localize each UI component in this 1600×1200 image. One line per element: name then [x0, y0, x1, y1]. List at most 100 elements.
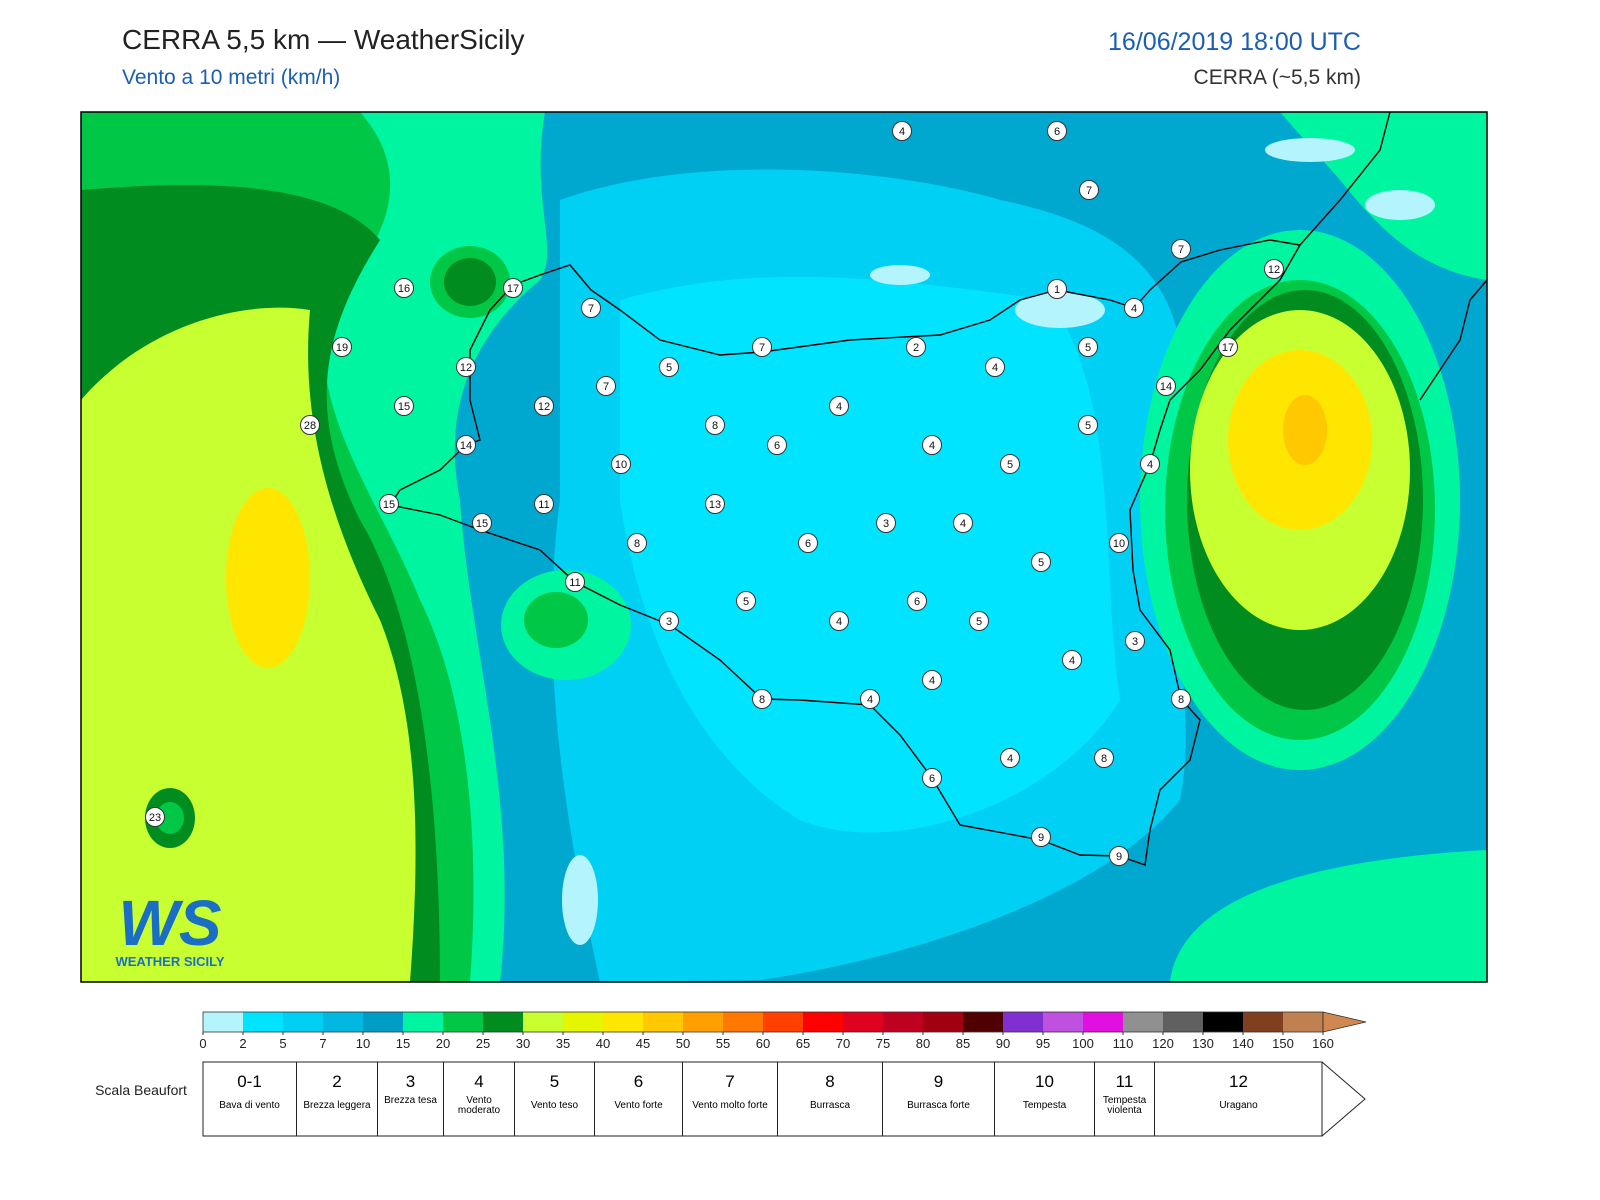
station-value: 4	[1007, 753, 1013, 765]
beaufort-label: Burrasca forte	[907, 1100, 970, 1111]
station-marker	[1000, 748, 1020, 768]
station-value: 4	[992, 362, 998, 374]
station-value: 12	[1268, 264, 1280, 276]
colorbar-swatch	[1043, 1012, 1083, 1032]
colorbar-swatch	[963, 1012, 1003, 1032]
station-marker	[456, 435, 476, 455]
station-marker	[922, 435, 942, 455]
colorbar-tick-label: 110	[1113, 1036, 1134, 1051]
station-value: 5	[1085, 420, 1091, 432]
station-value: 6	[914, 596, 920, 608]
colorbar-tick-label: 75	[876, 1036, 890, 1051]
station-value: 15	[398, 401, 410, 413]
station-value: 12	[538, 401, 550, 413]
beaufort-force: 0-1	[237, 1072, 262, 1091]
station-marker	[145, 807, 165, 827]
colorbar-tick-label: 35	[556, 1036, 570, 1051]
station-marker	[767, 435, 787, 455]
beaufort-label: Uragano	[1219, 1100, 1258, 1111]
colorbar-swatch	[563, 1012, 603, 1032]
station-value: 14	[460, 440, 472, 452]
beaufort-label: Burrasca	[809, 1100, 850, 1111]
colorbar-swatch	[1123, 1012, 1163, 1032]
colorbar-tick-label: 2	[239, 1036, 246, 1051]
beaufort-force: 12	[1229, 1072, 1248, 1091]
station-value: 4	[929, 675, 935, 687]
beaufort-force: 3	[405, 1072, 416, 1091]
beaufort-cell: 7 Vento molto forte	[683, 1062, 778, 1136]
station-marker	[534, 396, 554, 416]
beaufort-frame	[202, 1061, 1323, 1137]
station-marker	[1078, 415, 1098, 435]
station-marker	[456, 357, 476, 377]
colorbar-tick-label: 95	[1036, 1036, 1050, 1051]
beaufort-label: Vento teso	[530, 1100, 579, 1111]
station-marker	[860, 689, 880, 709]
station-value: 14	[1160, 381, 1172, 393]
station-marker	[565, 572, 585, 592]
colorbar-swatch	[1203, 1012, 1243, 1032]
coastline	[1299, 111, 1488, 401]
logo-name: WEATHER SICILY	[115, 954, 224, 969]
beaufort-force: 7	[725, 1072, 735, 1091]
beaufort-cell: 4 Vento moderato	[444, 1062, 515, 1136]
station-value: 5	[976, 616, 982, 628]
model: CERRA (~5,5 km)	[1193, 66, 1361, 89]
station-value: 8	[1178, 694, 1184, 706]
station-value: 13	[709, 499, 721, 511]
station-marker	[829, 396, 849, 416]
colorbar-swatch	[523, 1012, 563, 1032]
beaufort-force: 5	[549, 1072, 560, 1091]
station-marker	[503, 278, 523, 298]
station-marker	[1079, 180, 1099, 200]
colorbar-tick-label: 140	[1232, 1036, 1254, 1051]
beaufort-label: Brezza leggera	[303, 1100, 371, 1111]
colorbar-swatch	[763, 1012, 803, 1032]
station-value: 6	[929, 773, 935, 785]
beaufort-force: 2	[332, 1072, 342, 1091]
colorbar-tick-label: 120	[1152, 1036, 1174, 1051]
station-marker	[534, 494, 554, 514]
station-marker	[798, 533, 818, 553]
station-value: 7	[1086, 185, 1092, 197]
station-value: 5	[1038, 557, 1044, 569]
colorbar-tick-label: 20	[436, 1036, 450, 1051]
beaufort-force: 10	[1035, 1072, 1054, 1091]
station-marker	[659, 357, 679, 377]
station-marker	[394, 278, 414, 298]
station-value: 2	[913, 342, 919, 354]
datetime: 16/06/2019 18:00 UTC	[1108, 28, 1361, 56]
colorbar-swatch	[403, 1012, 443, 1032]
station-marker	[581, 298, 601, 318]
station-marker	[829, 611, 849, 631]
beaufort-arrow	[1321, 1061, 1366, 1137]
station-value: 19	[336, 342, 348, 354]
station-marker	[736, 591, 756, 611]
station-marker	[1094, 748, 1114, 768]
station-value: 17	[1222, 342, 1234, 354]
beaufort-cell: 9 Burrasca forte	[883, 1062, 995, 1136]
colorbar-tick-label: 160	[1312, 1036, 1334, 1051]
logo-initials: WS	[118, 887, 221, 959]
colorbar-swatch	[283, 1012, 323, 1032]
station-marker	[1156, 376, 1176, 396]
colorbar-tick-label: 55	[716, 1036, 730, 1051]
station-value: 4	[929, 440, 935, 452]
station-marker	[1031, 552, 1051, 572]
station-marker	[1171, 239, 1191, 259]
station-value: 3	[883, 518, 889, 530]
station-marker	[1109, 533, 1129, 553]
colorbar-swatch	[483, 1012, 523, 1032]
station-value: 4	[836, 401, 842, 413]
station-value: 5	[1007, 459, 1013, 471]
station-value: 7	[588, 303, 594, 315]
station-marker	[752, 689, 772, 709]
station-value: 6	[774, 440, 780, 452]
station-marker	[876, 513, 896, 533]
colorbar-tick-label: 60	[756, 1036, 770, 1051]
colorbar-swatch	[1283, 1012, 1323, 1032]
station-marker	[627, 533, 647, 553]
station-value: 3	[666, 616, 672, 628]
station-marker	[611, 454, 631, 474]
station-marker	[1171, 689, 1191, 709]
